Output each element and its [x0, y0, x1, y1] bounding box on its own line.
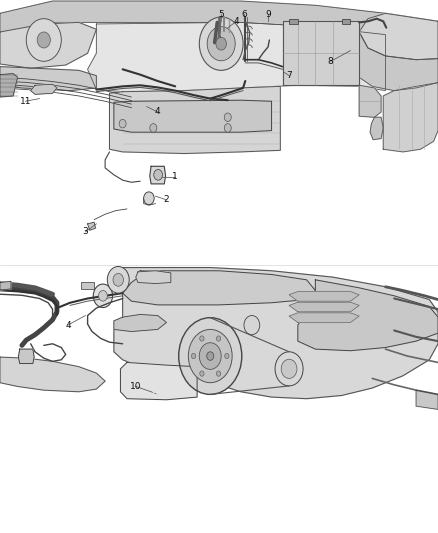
Circle shape: [275, 352, 303, 386]
Circle shape: [93, 284, 113, 308]
Polygon shape: [88, 22, 385, 92]
Circle shape: [216, 37, 226, 50]
Polygon shape: [110, 86, 280, 154]
Polygon shape: [123, 271, 315, 305]
Circle shape: [216, 336, 221, 341]
Polygon shape: [120, 362, 197, 400]
Bar: [0, 266, 438, 533]
Text: 4: 4: [234, 17, 239, 26]
Circle shape: [224, 124, 231, 132]
Polygon shape: [370, 117, 383, 140]
Circle shape: [224, 113, 231, 122]
Polygon shape: [289, 302, 359, 312]
Text: 1: 1: [172, 173, 178, 181]
Circle shape: [200, 336, 204, 341]
Circle shape: [26, 19, 61, 61]
Polygon shape: [136, 271, 171, 284]
Circle shape: [281, 359, 297, 378]
Text: 4: 4: [155, 108, 160, 116]
Polygon shape: [298, 280, 438, 351]
Polygon shape: [0, 74, 18, 97]
Text: 6: 6: [241, 10, 247, 19]
Bar: [342, 19, 350, 24]
Polygon shape: [114, 100, 272, 132]
Text: 8: 8: [328, 57, 334, 66]
Circle shape: [179, 318, 242, 394]
Circle shape: [37, 32, 50, 48]
Circle shape: [119, 119, 126, 128]
Circle shape: [199, 343, 221, 369]
Circle shape: [191, 353, 196, 359]
Polygon shape: [114, 268, 438, 399]
Circle shape: [200, 371, 204, 376]
Circle shape: [207, 352, 214, 360]
Polygon shape: [359, 85, 381, 117]
Circle shape: [144, 192, 154, 205]
Polygon shape: [150, 166, 166, 184]
Polygon shape: [289, 313, 359, 322]
Polygon shape: [283, 21, 359, 85]
Bar: [0, 0, 438, 264]
Circle shape: [99, 290, 107, 301]
Circle shape: [216, 371, 221, 376]
Circle shape: [225, 353, 229, 359]
Circle shape: [199, 17, 243, 70]
Polygon shape: [0, 22, 96, 68]
Polygon shape: [0, 357, 105, 392]
Polygon shape: [0, 67, 96, 91]
Circle shape: [244, 316, 260, 335]
Text: 4: 4: [65, 321, 71, 329]
Polygon shape: [0, 281, 11, 290]
Polygon shape: [359, 13, 438, 60]
Polygon shape: [359, 32, 438, 91]
Text: 3: 3: [82, 228, 88, 236]
Polygon shape: [416, 390, 438, 409]
Polygon shape: [31, 84, 57, 94]
Polygon shape: [383, 83, 438, 152]
Text: 11: 11: [20, 97, 31, 106]
Polygon shape: [289, 292, 359, 301]
Circle shape: [150, 124, 157, 132]
Polygon shape: [18, 349, 34, 364]
Bar: [289, 19, 298, 24]
Circle shape: [188, 329, 232, 383]
Circle shape: [154, 169, 162, 180]
Circle shape: [113, 273, 124, 286]
Circle shape: [207, 27, 235, 61]
Text: 7: 7: [286, 71, 292, 80]
Text: 2: 2: [164, 196, 169, 204]
Text: 10: 10: [130, 382, 141, 391]
Polygon shape: [114, 314, 166, 332]
Circle shape: [107, 266, 129, 293]
Text: 5: 5: [218, 10, 224, 19]
Bar: [81, 282, 94, 289]
Text: 9: 9: [265, 10, 271, 19]
Polygon shape: [0, 1, 438, 43]
Polygon shape: [88, 222, 95, 230]
